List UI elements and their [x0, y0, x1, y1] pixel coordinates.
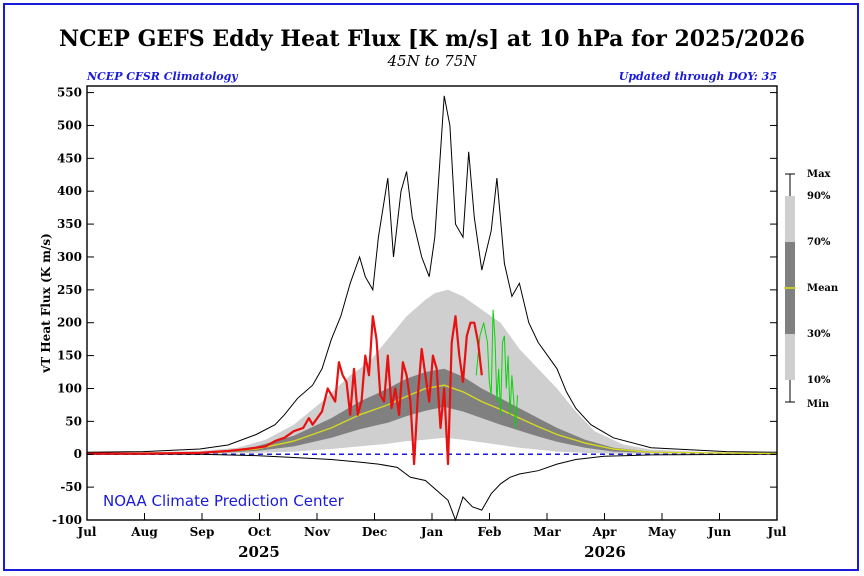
legend-label-min: Min: [807, 399, 830, 410]
credit-label: NOAA Climate Prediction Center: [103, 492, 345, 510]
y-tick-label: 350: [57, 217, 82, 231]
y-axis-label: vT Heat Flux (K m/s): [39, 233, 53, 373]
series-forecast: [475, 309, 518, 428]
legend-label-70: 70%: [807, 237, 831, 248]
x-tick-label: Jan: [420, 525, 443, 539]
chart-title: NCEP GEFS Eddy Heat Flux [K m/s] at 10 h…: [59, 26, 805, 52]
x-tick-label: Mar: [533, 525, 561, 539]
chart-subtitle: 45N to 75N: [386, 52, 477, 70]
x-axis: Jul Aug Sep Oct Nov Dec Jan Feb Mar Apr May Jun Jul: [77, 513, 787, 539]
legend-label-10: 10%: [807, 375, 831, 386]
series-max: [86, 95, 778, 453]
x-tick-label: May: [648, 525, 677, 539]
y-tick-label: -100: [52, 513, 82, 527]
y-tick-label: 400: [57, 184, 82, 198]
x-tick-label: Dec: [362, 525, 387, 539]
x-tick-label: Jul: [77, 525, 97, 539]
y-tick-label: 50: [65, 414, 82, 428]
x-tick-label: Feb: [478, 525, 502, 539]
x-tick-label: Sep: [190, 525, 215, 539]
y-tick-label: 300: [57, 250, 82, 264]
y-tick-label: 0: [74, 447, 82, 461]
chart-frame: [3, 3, 859, 571]
updated-note: Updated through DOY: 35: [619, 70, 777, 83]
series-observed: [87, 315, 483, 466]
legend-label-max: Max: [807, 169, 832, 180]
x-tick-label: Oct: [248, 525, 272, 539]
x-tick-label: Nov: [304, 525, 331, 539]
series-mean: [86, 384, 778, 455]
x-tick-label: Apr: [591, 525, 617, 539]
legend-band-upper-light: [785, 196, 795, 242]
y-tick-label: 200: [57, 316, 82, 330]
legend-label-mean: Mean: [807, 283, 839, 294]
year-label-2025: 2025: [238, 543, 280, 561]
x-tick-label: Jul: [767, 525, 787, 539]
x-tick-label: Jun: [707, 525, 731, 539]
x-tick-label: Aug: [130, 525, 158, 539]
legend: Max 90% 70% Mean 30% 10% Min: [784, 169, 839, 410]
year-label-2026: 2026: [584, 543, 626, 561]
y-tick-label: 100: [57, 381, 82, 395]
climatology-note: NCEP CFSR Climatology: [86, 70, 239, 83]
y-tick-label: -50: [60, 480, 82, 494]
y-tick-label: 450: [57, 151, 82, 165]
series-min: [87, 453, 778, 522]
series-lines: [86, 95, 778, 522]
y-tick-label: 250: [57, 283, 82, 297]
legend-label-30: 30%: [807, 329, 831, 340]
y-tick-label: 150: [57, 349, 82, 363]
y-axis: -100 -50 0 50 100 150 200 250 300 350 400 450 500 550: [52, 86, 777, 527]
legend-band-lower-light: [785, 334, 795, 380]
y-tick-label: 550: [57, 86, 82, 100]
band-30-70: [87, 368, 777, 455]
legend-label-90: 90%: [807, 191, 831, 202]
y-tick-label: 500: [57, 118, 82, 132]
